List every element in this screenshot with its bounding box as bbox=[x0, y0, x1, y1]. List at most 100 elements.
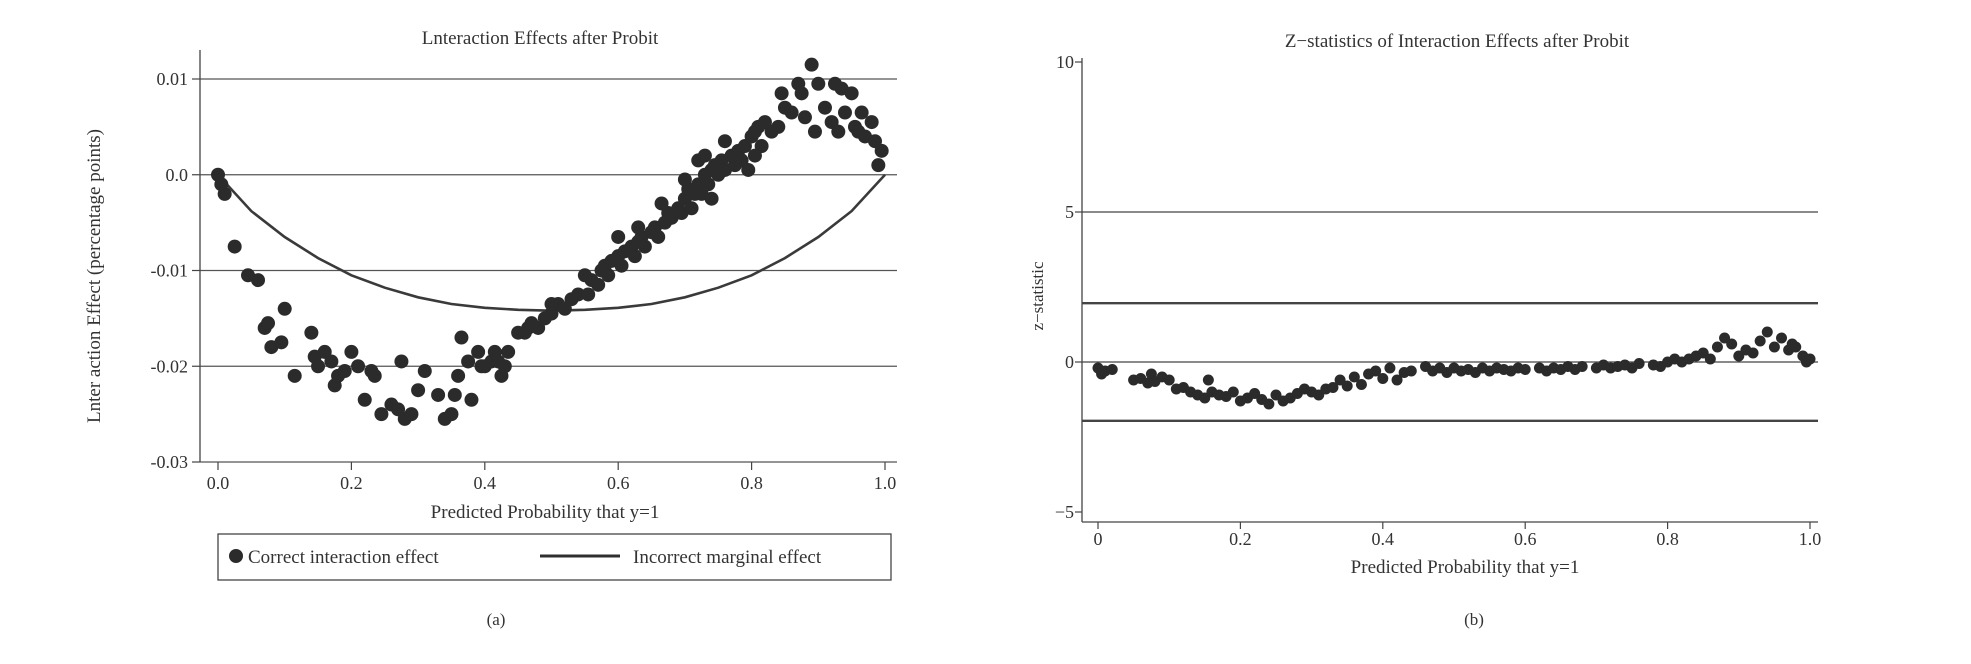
legend-label-incorrect-marginal-effect: Incorrect marginal effect bbox=[633, 547, 822, 568]
z-statistic-point bbox=[1776, 332, 1788, 344]
z-statistic-point bbox=[1327, 382, 1339, 393]
z-statistic-point bbox=[1405, 365, 1417, 377]
panel-b-x-tick-label: 0.4 bbox=[1372, 529, 1395, 549]
correct-interaction-effect-point bbox=[804, 57, 819, 72]
z-statistic-point bbox=[1768, 341, 1780, 353]
panel-a-y-tick-label: -0.01 bbox=[151, 261, 189, 281]
correct-interaction-effect-point bbox=[651, 229, 666, 244]
z-statistic-point bbox=[1370, 365, 1382, 377]
correct-interaction-effect-point bbox=[794, 86, 809, 101]
correct-interaction-effect-point bbox=[374, 407, 389, 422]
panel-b-y-tick-label: 5 bbox=[1065, 202, 1074, 222]
correct-interaction-effect-point bbox=[227, 239, 242, 254]
legend-marker-correct-interaction-effect bbox=[229, 549, 243, 563]
panel-a-y-tick-label: -0.03 bbox=[151, 452, 189, 472]
panel-a-grid bbox=[200, 78, 897, 463]
panel-b-y-tick-label: −5 bbox=[1055, 502, 1074, 522]
panel-b-x-ticks: 0 0.2 0.4 0.6 0.8 1.0 bbox=[1094, 522, 1822, 549]
panel-b-x-tick-label: 0 bbox=[1094, 529, 1103, 549]
panel-a-y-tick-label: 0.01 bbox=[157, 69, 189, 89]
correct-interaction-effect-point bbox=[471, 344, 486, 359]
panel-a-x-tick-label: 0.0 bbox=[207, 473, 230, 493]
panel-b-points bbox=[1092, 326, 1816, 410]
correct-interaction-effect-point bbox=[611, 229, 626, 244]
correct-interaction-effect-point bbox=[854, 105, 869, 120]
panel-a-marginal-effect-curve bbox=[217, 173, 886, 313]
panel-b-x-tick-label: 0.6 bbox=[1514, 529, 1537, 549]
panel-b-y-axis-label: z−statistic bbox=[1028, 261, 1047, 331]
correct-interaction-effect-point bbox=[874, 143, 889, 158]
correct-interaction-effect-point bbox=[447, 387, 462, 402]
correct-interaction-effect-point bbox=[717, 134, 732, 149]
z-statistic-point bbox=[1726, 338, 1738, 350]
correct-interaction-effect-point bbox=[844, 86, 859, 101]
correct-interaction-effect-point bbox=[501, 344, 516, 359]
correct-interaction-effect-point bbox=[741, 162, 756, 177]
panel-b-y-ticks: −5 0 5 10 bbox=[1055, 52, 1082, 522]
panel-b-title: Z−statistics of Interaction Effects afte… bbox=[1285, 31, 1630, 52]
panel-a-x-tick-label: 0.6 bbox=[607, 473, 630, 493]
correct-interaction-effect-point bbox=[591, 277, 606, 292]
correct-interaction-effect-point bbox=[451, 368, 466, 383]
correct-interaction-effect-point bbox=[771, 119, 786, 134]
z-statistic-point bbox=[1355, 379, 1367, 390]
z-statistic-point bbox=[1341, 380, 1353, 392]
correct-interaction-effect-point bbox=[461, 354, 476, 369]
correct-interaction-effect-point bbox=[444, 407, 459, 422]
correct-interaction-effect-point bbox=[367, 368, 382, 383]
panel-b-z-statistics: Z−statistics of Interaction Effects afte… bbox=[1028, 31, 1821, 629]
panel-a-title: Lnteraction Effects after Probit bbox=[422, 28, 659, 49]
panel-a-x-tick-label: 1.0 bbox=[874, 473, 897, 493]
panel-a-caption: (a) bbox=[487, 610, 506, 629]
z-statistic-point bbox=[1348, 371, 1360, 383]
correct-interaction-effect-point bbox=[581, 287, 596, 302]
z-statistic-point bbox=[1377, 373, 1389, 384]
z-statistic-point bbox=[1747, 347, 1759, 359]
correct-interaction-effect-point bbox=[864, 115, 879, 130]
panel-a-y-ticks: -0.03 -0.02 -0.01 0.0 0.01 bbox=[151, 69, 200, 472]
z-statistic-point bbox=[1519, 364, 1531, 375]
correct-interaction-effect-point bbox=[431, 387, 446, 402]
panel-a-y-tick-label: 0.0 bbox=[166, 165, 189, 185]
panel-b-x-axis-label: Predicted Probability that y=1 bbox=[1351, 557, 1580, 578]
panel-b-caption: (b) bbox=[1464, 610, 1484, 629]
correct-interaction-effect-point bbox=[784, 105, 799, 120]
correct-interaction-effect-point bbox=[571, 287, 586, 302]
correct-interaction-effect-point bbox=[774, 86, 789, 101]
z-statistic-point bbox=[1761, 326, 1773, 338]
z-statistic-point bbox=[1711, 341, 1723, 353]
panel-a-legend: Correct interaction effect Incorrect mar… bbox=[217, 533, 892, 581]
panel-b-x-tick-label: 1.0 bbox=[1799, 529, 1822, 549]
correct-interaction-effect-point bbox=[817, 100, 832, 115]
correct-interaction-effect-point bbox=[277, 301, 292, 316]
z-statistic-point bbox=[1227, 386, 1239, 398]
panel-a-points bbox=[211, 57, 889, 426]
correct-interaction-effect-point bbox=[304, 325, 319, 340]
panel-a-y-axis-label: Lnter action Effect (percentage points) bbox=[84, 129, 105, 423]
correct-interaction-effect-point bbox=[251, 273, 266, 288]
correct-interaction-effect-point bbox=[394, 354, 409, 369]
z-statistic-point bbox=[1786, 338, 1798, 350]
correct-interaction-effect-point bbox=[807, 124, 822, 139]
panel-b-x-tick-label: 0.8 bbox=[1656, 529, 1679, 549]
correct-interaction-effect-point bbox=[274, 335, 289, 350]
correct-interaction-effect-point bbox=[797, 110, 812, 125]
correct-interaction-effect-point bbox=[811, 76, 826, 91]
z-statistic-point bbox=[1576, 361, 1588, 372]
correct-interaction-effect-point bbox=[837, 105, 852, 120]
z-statistic-point bbox=[1633, 358, 1645, 369]
z-statistic-point bbox=[1202, 374, 1214, 386]
panel-b-y-tick-label: 0 bbox=[1065, 352, 1074, 372]
correct-interaction-effect-point bbox=[654, 196, 669, 211]
correct-interaction-effect-point bbox=[871, 158, 886, 173]
correct-interaction-effect-point bbox=[831, 124, 846, 139]
z-statistic-point bbox=[1163, 374, 1175, 386]
correct-interaction-effect-point bbox=[417, 364, 432, 379]
panel-b-reference-lines bbox=[1082, 211, 1818, 422]
panel-a-x-ticks: 0.0 0.2 0.4 0.6 0.8 1.0 bbox=[207, 462, 897, 493]
correct-interaction-effect-point bbox=[454, 330, 469, 345]
correct-interaction-effect-point bbox=[344, 344, 359, 359]
z-statistic-point bbox=[1263, 398, 1275, 410]
correct-interaction-effect-point bbox=[337, 364, 352, 379]
correct-interaction-effect-point bbox=[747, 148, 762, 163]
